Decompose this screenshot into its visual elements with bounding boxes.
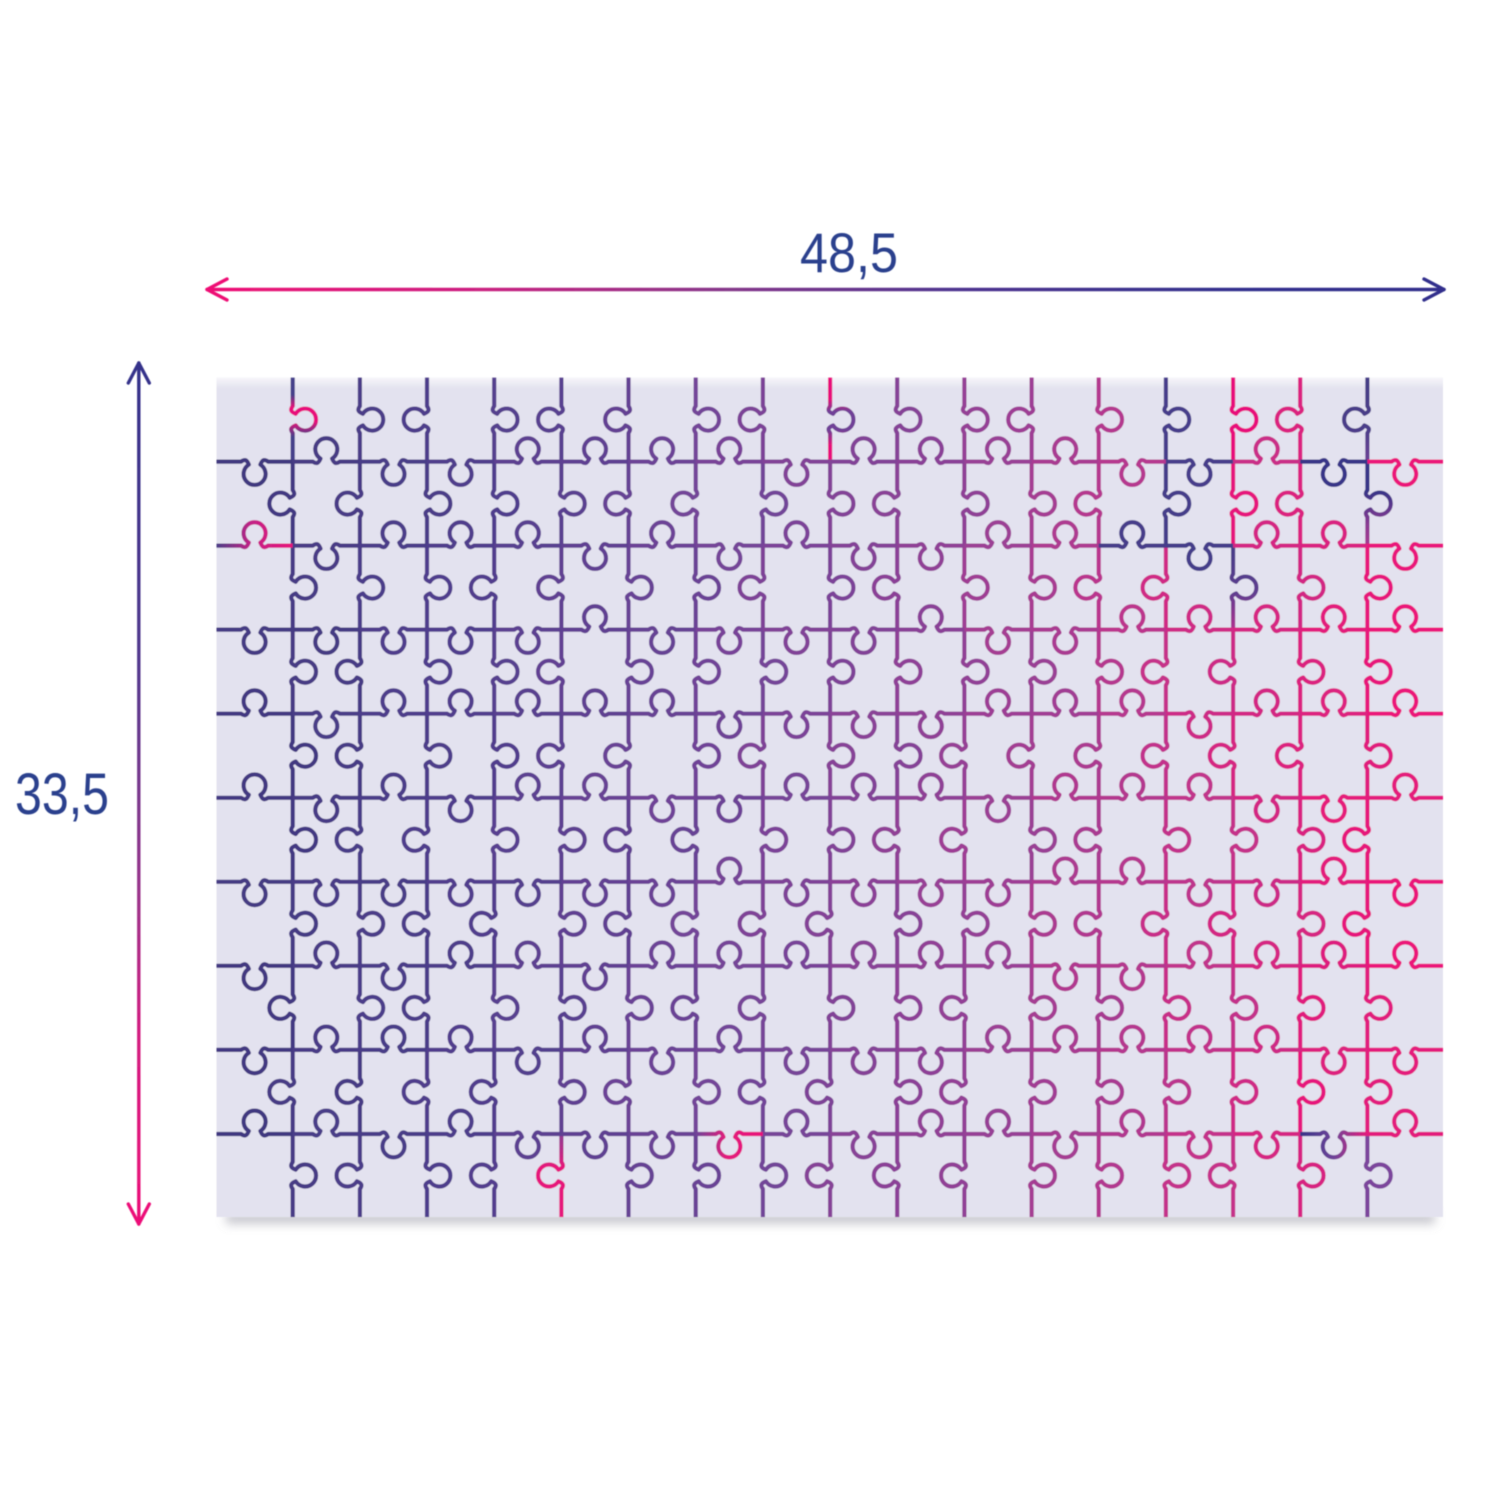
- svg-text:33,5: 33,5: [15, 762, 109, 827]
- svg-text:48,5: 48,5: [800, 221, 898, 284]
